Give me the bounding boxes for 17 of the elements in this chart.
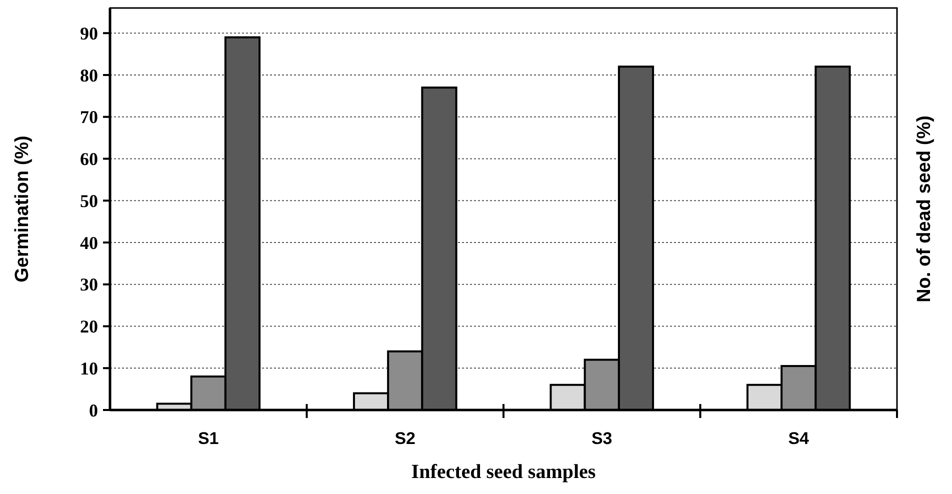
y-tick-label: 50 bbox=[80, 190, 98, 211]
y-tick-label: 10 bbox=[80, 358, 98, 378]
x-tick-label: S3 bbox=[591, 429, 612, 448]
x-axis-title: Infected seed samples bbox=[411, 461, 596, 483]
x-tick-label: S2 bbox=[394, 429, 416, 448]
y-tick-label: 70 bbox=[80, 107, 98, 128]
y-tick-label: 80 bbox=[80, 65, 98, 86]
y-tick-label: 90 bbox=[80, 23, 98, 44]
x-tick-label: S1 bbox=[198, 429, 219, 448]
y-tick-label: 30 bbox=[80, 274, 98, 295]
y-tick-label: 20 bbox=[80, 316, 98, 337]
x-tick-label: S4 bbox=[788, 429, 810, 448]
y-tick-label: 0 bbox=[89, 400, 98, 420]
y-tick-label: 60 bbox=[80, 149, 98, 170]
y-axis-title: Germination (%) bbox=[12, 136, 33, 282]
y2-axis-title: No. of dead seed (%) bbox=[914, 116, 935, 302]
y-tick-label: 40 bbox=[80, 232, 98, 253]
